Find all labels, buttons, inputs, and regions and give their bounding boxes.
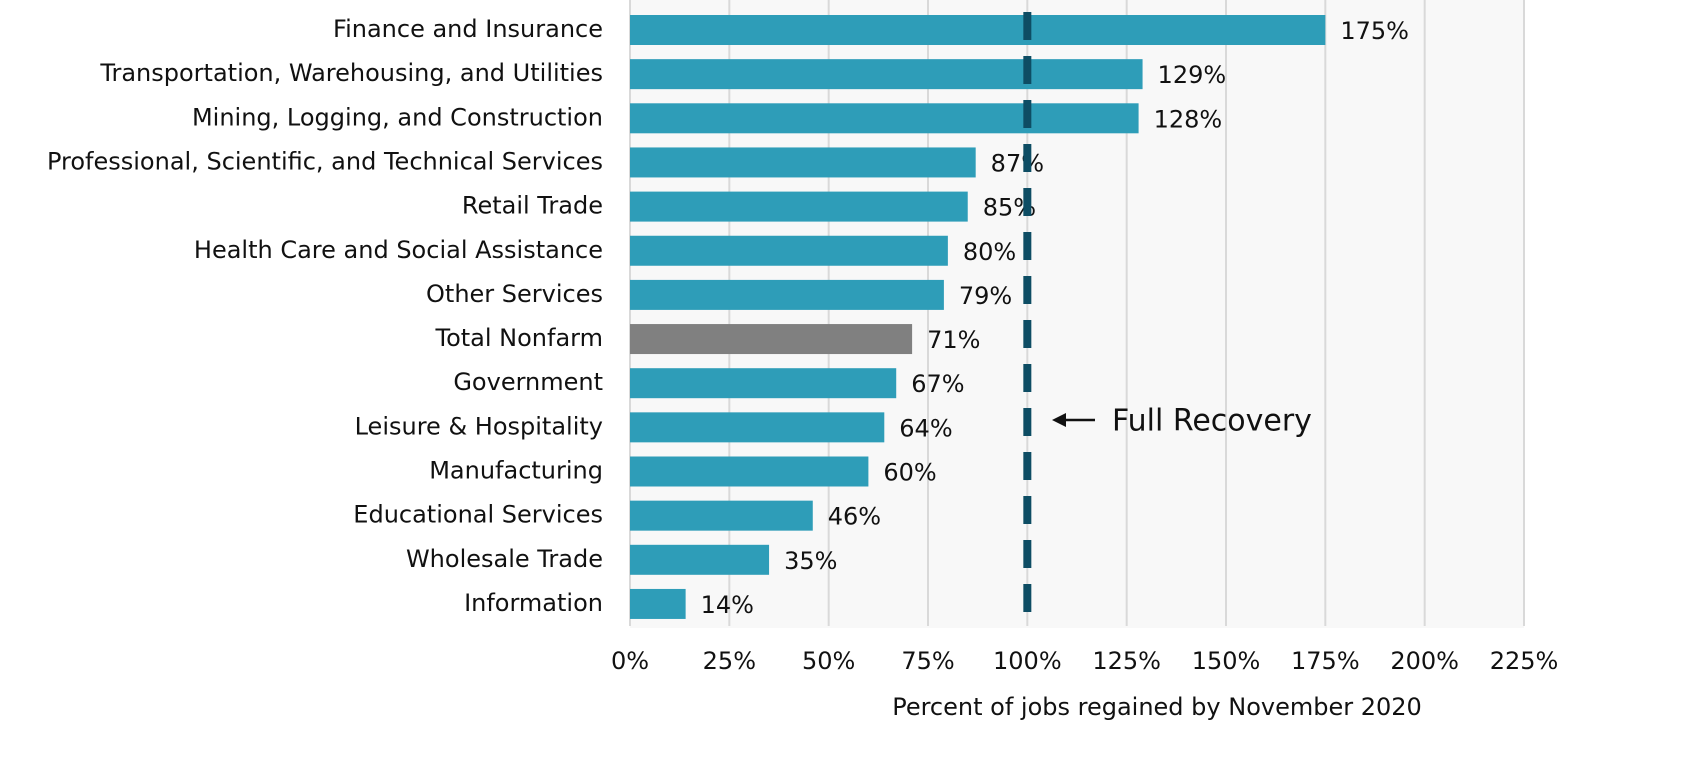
bar bbox=[630, 368, 897, 399]
bar bbox=[630, 103, 1139, 134]
data-label: 35% bbox=[784, 547, 837, 575]
y-tick-label: Professional, Scientific, and Technical … bbox=[47, 147, 603, 175]
y-tick-label: Mining, Logging, and Construction bbox=[192, 103, 603, 131]
x-tick-label: 100% bbox=[993, 647, 1062, 675]
data-label: 128% bbox=[1154, 105, 1223, 133]
bar bbox=[630, 324, 913, 355]
x-tick-label: 225% bbox=[1490, 647, 1559, 675]
x-tick-label: 0% bbox=[611, 647, 649, 675]
y-tick-label: Educational Services bbox=[353, 501, 603, 529]
data-label: 46% bbox=[828, 503, 881, 531]
bar bbox=[630, 191, 968, 222]
x-tick-label: 150% bbox=[1192, 647, 1261, 675]
y-tick-label: Other Services bbox=[426, 280, 603, 308]
annotation-arrowhead bbox=[1052, 413, 1066, 427]
y-tick-label: Finance and Insurance bbox=[333, 15, 603, 43]
bar bbox=[630, 456, 869, 487]
data-label: 80% bbox=[963, 238, 1016, 266]
y-tick-label: Leisure & Hospitality bbox=[355, 412, 603, 440]
x-tick-label: 175% bbox=[1291, 647, 1360, 675]
annotation: Full Recovery bbox=[1112, 404, 1312, 439]
x-tick-label: 25% bbox=[703, 647, 756, 675]
plot-background bbox=[630, 0, 1524, 628]
bar bbox=[630, 279, 944, 310]
y-tick-label: Total Nonfarm bbox=[434, 324, 603, 352]
bar bbox=[630, 59, 1143, 90]
y-tick-label: Retail Trade bbox=[462, 192, 603, 220]
y-tick-label: Health Care and Social Assistance bbox=[194, 236, 603, 264]
x-tick-label: 200% bbox=[1390, 647, 1459, 675]
bar bbox=[630, 500, 813, 531]
y-tick-label: Information bbox=[464, 589, 603, 617]
x-tick-label: 125% bbox=[1092, 647, 1161, 675]
x-tick-label: 50% bbox=[802, 647, 855, 675]
y-tick-label: Manufacturing bbox=[429, 457, 603, 485]
x-axis-label: Percent of jobs regained by November 202… bbox=[892, 693, 1422, 721]
data-label: 175% bbox=[1340, 17, 1409, 45]
y-tick-label: Wholesale Trade bbox=[406, 545, 603, 573]
bar bbox=[630, 235, 948, 266]
bar bbox=[630, 588, 686, 619]
data-label: 64% bbox=[899, 414, 952, 442]
data-label: 71% bbox=[927, 326, 980, 354]
data-label: 67% bbox=[911, 370, 964, 398]
data-label: 14% bbox=[701, 591, 754, 619]
data-label: 87% bbox=[991, 149, 1044, 177]
y-tick-label: Government bbox=[453, 368, 603, 396]
data-label: 129% bbox=[1158, 61, 1227, 89]
data-label: 79% bbox=[959, 282, 1012, 310]
y-tick-label: Transportation, Warehousing, and Utiliti… bbox=[99, 59, 603, 87]
x-tick-label: 75% bbox=[901, 647, 954, 675]
bar bbox=[630, 147, 976, 178]
data-label: 60% bbox=[883, 459, 936, 487]
bar bbox=[630, 544, 770, 575]
bar bbox=[630, 15, 1326, 45]
bar bbox=[630, 412, 885, 443]
